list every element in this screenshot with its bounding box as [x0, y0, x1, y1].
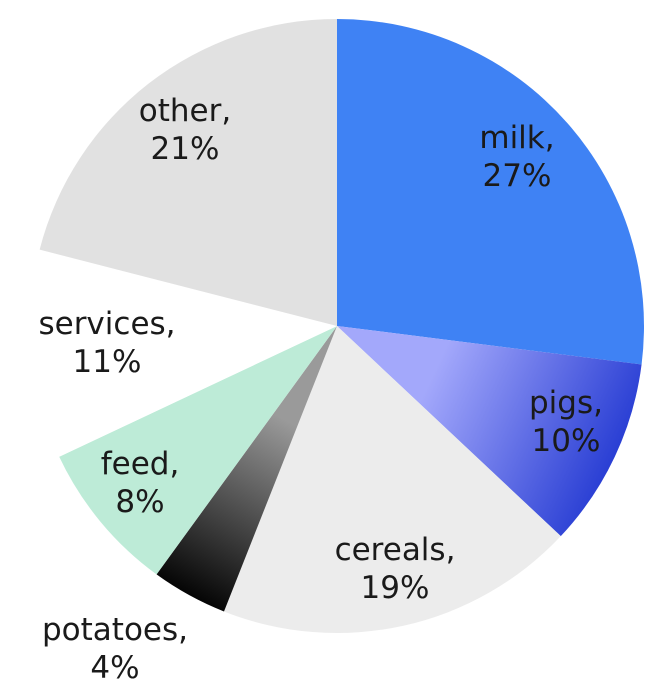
slice-category-pigs: pigs, [529, 385, 603, 421]
slice-label-potatoes: potatoes, 4% [42, 612, 188, 686]
slice-category-other: other, [139, 93, 231, 129]
slice-category-services: services, [38, 306, 175, 342]
slice-percent-services: 11% [73, 344, 142, 380]
slice-category-milk: milk, [479, 120, 554, 156]
slice-percent-pigs: 10% [532, 423, 601, 459]
slice-percent-cereals: 19% [361, 570, 430, 606]
slice-percent-potatoes: 4% [90, 650, 139, 686]
slice-category-potatoes: potatoes, [42, 612, 188, 648]
slice-percent-milk: 27% [483, 158, 552, 194]
slice-percent-feed: 8% [115, 484, 164, 520]
slice-category-cereals: cereals, [335, 532, 456, 568]
slice-category-feed: feed, [101, 446, 180, 482]
slice-percent-other: 21% [151, 131, 220, 167]
